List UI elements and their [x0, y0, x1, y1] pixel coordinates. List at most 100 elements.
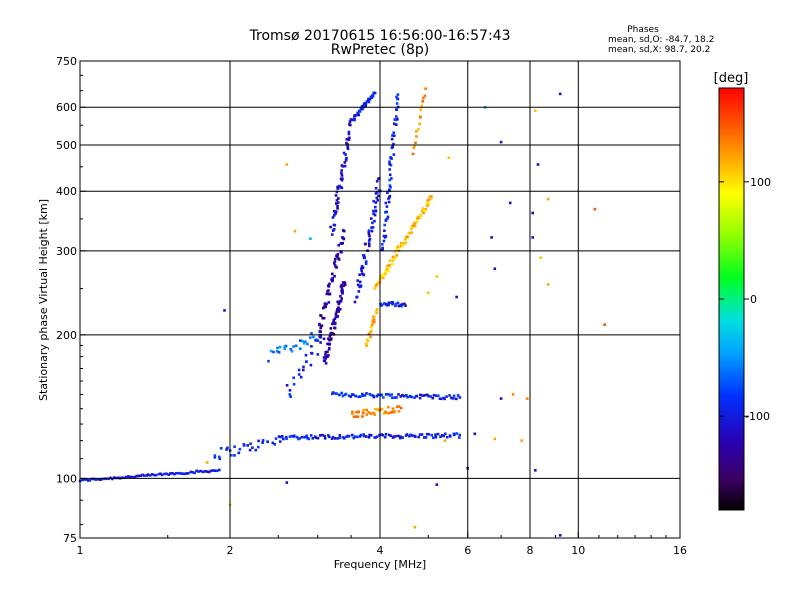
scatter-point — [427, 198, 431, 201]
scatter-point — [434, 435, 438, 439]
y-tick-label: 200 — [56, 329, 77, 342]
scatter-point — [376, 198, 380, 202]
scatter-point — [328, 292, 332, 296]
scatter-point — [447, 156, 451, 160]
scatter-point — [396, 117, 399, 121]
scatter-point — [357, 290, 361, 293]
scatter-point — [415, 130, 418, 133]
scatter-point — [449, 435, 452, 438]
scatter-point — [364, 262, 368, 265]
scatter-point — [396, 405, 399, 409]
scatter-point — [342, 284, 345, 288]
scatter-point — [337, 257, 340, 260]
scatter-point — [361, 266, 365, 269]
scatter-point — [357, 395, 360, 399]
scatter-point — [195, 469, 198, 473]
scatter-point — [414, 141, 417, 145]
scatter-point — [377, 194, 380, 198]
scatter-point — [336, 252, 340, 256]
scatter-point — [285, 163, 289, 166]
scatter-point — [442, 434, 445, 438]
scatter-point — [257, 445, 260, 449]
scatter-point — [160, 473, 164, 477]
scatter-point — [356, 435, 359, 439]
scatter-point — [319, 326, 322, 330]
scatter-point — [365, 408, 369, 412]
scatter-point — [331, 233, 334, 236]
scatter-point — [341, 281, 345, 284]
scatter-point — [328, 435, 331, 439]
scatter-point — [456, 394, 460, 397]
scatter-point — [117, 476, 120, 480]
scatter-point — [348, 123, 351, 126]
scatter-point — [421, 100, 425, 103]
scatter-point — [388, 162, 391, 166]
scatter-point — [326, 350, 329, 354]
scatter-point — [368, 97, 372, 101]
scatter-point — [336, 185, 340, 189]
x-tick-label: 2 — [227, 544, 234, 557]
scatter-point — [534, 109, 537, 112]
scatter-point — [218, 455, 221, 459]
scatter-point — [418, 396, 422, 400]
scatter-point — [385, 210, 388, 214]
scatter-point — [347, 137, 351, 140]
scatter-point — [411, 224, 415, 228]
scatter-point — [320, 324, 323, 328]
scatter-point — [248, 448, 252, 452]
y-tick-label: 400 — [56, 185, 77, 198]
scatter-point — [421, 210, 424, 213]
scatter-point — [199, 469, 202, 473]
scatter-point — [340, 297, 343, 300]
scatter-point — [337, 300, 340, 304]
scatter-point — [284, 344, 288, 348]
scatter-point — [336, 314, 339, 318]
scatter-point — [603, 323, 606, 326]
scatter-point — [290, 434, 293, 438]
scatter-point — [261, 441, 264, 444]
scatter-point — [325, 302, 328, 306]
scatter-point — [333, 214, 336, 217]
scatter-point — [539, 256, 542, 260]
scatter-point — [233, 454, 236, 457]
scatter-point — [120, 476, 124, 480]
scatter-point — [267, 359, 270, 363]
scatter-point — [311, 437, 315, 440]
scatter-point — [363, 408, 366, 412]
scatter-point — [97, 478, 100, 481]
scatter-point — [358, 273, 361, 276]
scatter-point — [282, 437, 285, 441]
scatter-point — [427, 291, 430, 295]
scatter-point — [302, 365, 305, 369]
scatter-point — [458, 433, 461, 437]
scatter-point — [353, 300, 357, 304]
scatter-point — [376, 393, 380, 397]
scatter-point — [493, 267, 497, 271]
scatter-point — [374, 209, 377, 212]
scatter-point — [406, 235, 409, 238]
scatter-point — [392, 131, 395, 134]
scatter-point — [388, 266, 391, 269]
scatter-point — [381, 407, 384, 411]
scatter-point — [339, 285, 343, 288]
scatter-point — [369, 434, 373, 437]
scatter-point — [82, 478, 85, 481]
scatter-point — [362, 434, 366, 438]
scatter-point — [331, 216, 335, 219]
scatter-point — [171, 472, 174, 475]
scatter-point — [299, 347, 302, 350]
scatter-point — [391, 262, 394, 266]
scatter-point — [326, 290, 329, 293]
y-tick-label: 100 — [56, 472, 77, 485]
scatter-point — [397, 410, 401, 413]
scatter-point — [337, 201, 340, 204]
scatter-point — [414, 221, 417, 224]
scatter-point — [413, 525, 417, 529]
scatter-point — [427, 394, 430, 398]
scatter-point — [189, 470, 193, 474]
scatter-point — [369, 335, 372, 339]
scatter-point — [387, 411, 390, 415]
scatter-point — [526, 397, 529, 400]
scatter-point — [360, 269, 363, 272]
scatter-point — [443, 439, 447, 442]
